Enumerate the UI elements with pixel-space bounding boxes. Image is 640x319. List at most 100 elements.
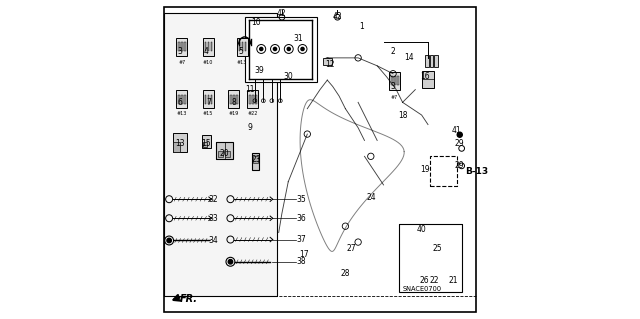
Text: B-13: B-13	[465, 167, 488, 176]
Bar	[179, 42, 180, 51]
Text: 16: 16	[420, 72, 429, 81]
Text: FR.: FR.	[180, 293, 198, 304]
Text: 5: 5	[238, 47, 243, 56]
Text: 29: 29	[455, 161, 465, 170]
Text: 34: 34	[209, 236, 218, 245]
Bar	[323, 58, 332, 65]
Bar	[394, 76, 396, 85]
Circle shape	[273, 48, 276, 50]
Text: 42: 42	[277, 9, 287, 18]
Text: 25: 25	[433, 244, 442, 253]
Text: 9: 9	[248, 123, 253, 132]
Text: 21: 21	[449, 276, 458, 285]
Text: 14: 14	[404, 53, 413, 62]
Text: 27: 27	[347, 244, 356, 253]
Text: 4: 4	[204, 47, 208, 56]
Bar	[230, 94, 232, 104]
Bar	[225, 151, 230, 157]
Text: 12: 12	[324, 60, 334, 69]
Circle shape	[260, 48, 263, 50]
Bar	[173, 133, 188, 152]
Bar	[422, 70, 434, 88]
Text: SNACE0700: SNACE0700	[403, 286, 442, 292]
Text: #13: #13	[237, 60, 248, 65]
Bar	[177, 90, 188, 108]
Bar	[205, 94, 206, 104]
Bar	[244, 42, 246, 51]
Text: 28: 28	[340, 269, 350, 278]
Text: 41: 41	[452, 126, 461, 135]
Text: #7: #7	[178, 60, 186, 65]
Bar	[391, 76, 393, 85]
Bar	[233, 94, 235, 104]
Bar	[179, 94, 180, 104]
Text: 24: 24	[366, 193, 376, 202]
Text: 42: 42	[333, 12, 342, 21]
Text: #7: #7	[391, 95, 398, 100]
Text: 15: 15	[201, 139, 211, 148]
Bar	[177, 38, 188, 56]
Bar	[228, 90, 239, 108]
Bar	[184, 94, 186, 104]
Bar	[208, 42, 209, 51]
Text: 32: 32	[209, 195, 218, 204]
Bar	[389, 71, 400, 90]
Text: 3: 3	[390, 82, 396, 91]
Text: 23: 23	[252, 155, 261, 164]
Text: 8: 8	[232, 98, 237, 107]
Bar	[203, 90, 214, 108]
Text: #22: #22	[248, 111, 258, 116]
Text: 18: 18	[398, 111, 407, 120]
Bar	[236, 94, 237, 104]
Text: 31: 31	[293, 34, 303, 43]
Text: 3: 3	[178, 47, 182, 56]
Bar	[205, 42, 206, 51]
Bar	[239, 42, 240, 51]
Bar	[435, 55, 438, 67]
Bar	[252, 94, 253, 104]
Text: 40: 40	[417, 225, 426, 234]
Text: 20: 20	[220, 149, 230, 158]
Bar	[211, 42, 212, 51]
Text: 39: 39	[255, 66, 264, 75]
Text: 36: 36	[296, 214, 306, 223]
Text: 33: 33	[209, 214, 218, 223]
Text: 37: 37	[296, 235, 306, 244]
Bar	[164, 13, 277, 296]
Bar	[184, 42, 186, 51]
Bar	[181, 42, 183, 51]
Bar	[429, 156, 456, 187]
Bar	[204, 142, 207, 147]
Text: 29: 29	[455, 139, 465, 148]
Text: 30: 30	[284, 72, 293, 81]
Bar	[216, 142, 225, 159]
Bar	[216, 142, 233, 159]
Bar	[203, 38, 214, 56]
Text: 2: 2	[390, 47, 396, 56]
Circle shape	[228, 260, 233, 264]
Text: 1: 1	[359, 22, 364, 31]
Text: #13: #13	[177, 111, 187, 116]
Text: 11: 11	[245, 85, 255, 94]
Bar	[397, 76, 399, 85]
Bar	[426, 55, 429, 67]
Circle shape	[457, 132, 462, 137]
Bar	[211, 94, 212, 104]
Bar	[237, 38, 248, 56]
Text: 17: 17	[300, 250, 309, 259]
Text: 38: 38	[296, 257, 306, 266]
Bar	[249, 94, 251, 104]
Text: 22: 22	[429, 276, 439, 285]
Bar	[181, 94, 183, 104]
Bar	[253, 156, 258, 163]
Circle shape	[301, 48, 304, 50]
Circle shape	[287, 48, 291, 50]
Bar	[218, 151, 223, 157]
Text: 35: 35	[296, 195, 306, 204]
Bar	[173, 142, 180, 152]
Bar	[255, 94, 257, 104]
Text: 26: 26	[420, 276, 429, 285]
Text: 7: 7	[206, 98, 211, 107]
Text: #10: #10	[203, 60, 213, 65]
Bar	[252, 153, 259, 170]
